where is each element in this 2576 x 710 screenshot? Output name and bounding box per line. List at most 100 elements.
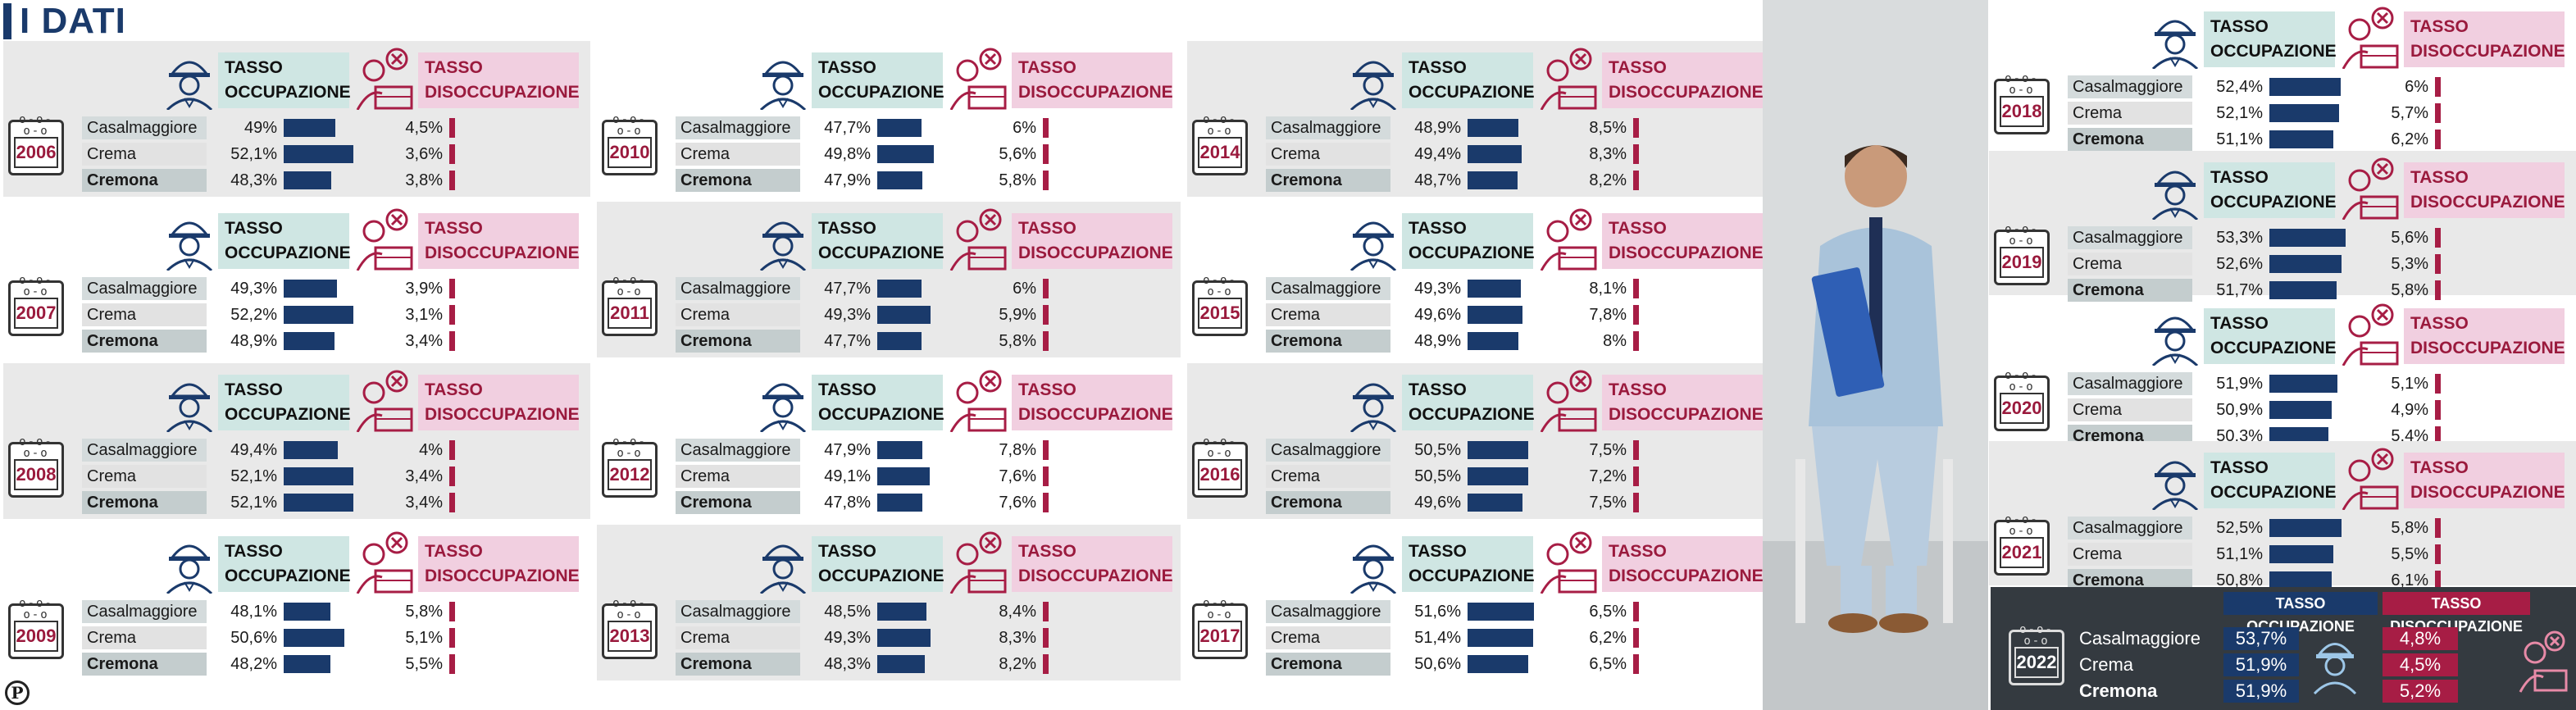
occupazione-bar <box>1468 306 1522 324</box>
worker-helmet-icon <box>161 49 218 114</box>
disoccupazione-value: 4,9% <box>2391 401 2428 419</box>
disoccupazione-bar <box>2435 374 2441 394</box>
year-panel-2017: TASSO OCCUPAZIONE TASSO DISOCCUPAZIONE o-o-o… <box>1187 525 1771 680</box>
dis-header-line1: TASSO <box>1018 380 1076 399</box>
city-label: Cremona <box>82 653 207 676</box>
city-label: Casalmaggiore <box>2068 517 2192 539</box>
unemployed-cross-icon <box>948 46 1012 114</box>
calendar-icon: o-o-o-o 2009 <box>8 598 64 659</box>
city-row: Cremona 50,6% 6,5% <box>1266 653 1758 676</box>
disoccupazione-value: 5,1% <box>2391 375 2428 393</box>
disoccupazione-bar <box>449 171 455 190</box>
city-row: Crema 52,2% 3,1% <box>82 303 574 326</box>
occupazione-value: 49,3% <box>824 629 871 647</box>
occ-header-line1: TASSO <box>2210 17 2269 36</box>
disoccupazione-value: 7,6% <box>999 494 1036 512</box>
occupazione-value: 52,6% <box>2216 255 2263 273</box>
dis-header-line2: DISOCCUPAZIONE <box>1018 567 1173 585</box>
disoccupazione-value: 5,5% <box>2391 545 2428 563</box>
occupazione-bar <box>1468 494 1522 512</box>
occupazione-value: 52,1% <box>230 145 277 163</box>
disoccupazione-bar <box>449 440 455 460</box>
disoccupazione-value: 5,8% <box>405 603 443 621</box>
occupazione-value: 50,6% <box>230 629 277 647</box>
city-row: Cremona 47,8% 7,6% <box>676 491 1167 514</box>
worker-helmet-icon <box>161 533 218 598</box>
final-disoccupazione-value: 4,8% <box>2383 627 2458 650</box>
city-label: Cremona <box>82 169 207 192</box>
city-label: Casalmaggiore <box>676 600 800 623</box>
unemployed-cross-icon <box>1538 530 1602 598</box>
occupazione-value: 52,2% <box>230 306 277 324</box>
occupazione-bar <box>2269 519 2342 537</box>
city-label: Crema <box>1266 303 1390 326</box>
occupazione-value: 50,6% <box>1414 655 1461 673</box>
city-row: Cremona 48,9% 3,4% <box>82 330 574 353</box>
city-label: Crema <box>676 465 800 488</box>
dis-header-line1: TASSO <box>1609 219 1667 238</box>
calendar-icon: o-o-o-o 2016 <box>1192 436 1248 498</box>
unemployed-cross-icon <box>1538 368 1602 436</box>
year-panel-2018: TASSO OCCUPAZIONE TASSO DISOCCUPAZIONE o-o-o… <box>1989 0 2576 151</box>
worker-helmet-icon <box>754 533 812 598</box>
disoccupazione-bar <box>1043 440 1049 460</box>
occupazione-bar <box>284 332 335 350</box>
occupazione-bar <box>284 467 353 485</box>
disoccupazione-bar <box>1633 440 1639 460</box>
city-label: Crema <box>2068 253 2192 275</box>
city-label: Casalmaggiore <box>82 116 207 139</box>
disoccupazione-value: 7,8% <box>1589 306 1627 324</box>
city-label: Crema <box>2068 102 2192 125</box>
city-label: Cremona <box>676 653 800 676</box>
disoccupazione-header: TASSO DISOCCUPAZIONE <box>1012 52 1173 108</box>
occupazione-value: 49% <box>243 119 277 137</box>
year-label: 2013 <box>608 621 652 652</box>
final-city-label: Crema <box>2079 654 2134 675</box>
occupazione-value: 47,7% <box>824 119 871 137</box>
disoccupazione-bar <box>1043 305 1049 325</box>
unemployed-cross-icon <box>948 207 1012 275</box>
disoccupazione-value: 6% <box>1013 280 1036 298</box>
unemployed-cross-icon <box>2340 5 2404 73</box>
calendar-icon: o-o-o-o 2017 <box>1192 598 1248 659</box>
city-row: Cremona 51,7% 5,8% <box>2068 279 2560 302</box>
disoccupazione-value: 3,4% <box>405 332 443 350</box>
disoccupazione-value: 8,1% <box>1589 280 1627 298</box>
occupazione-bar <box>2269 104 2339 122</box>
disoccupazione-bar <box>2435 544 2441 564</box>
disoccupazione-header: TASSO DISOCCUPAZIONE <box>1602 375 1764 430</box>
disoccupazione-header: TASSO DISOCCUPAZIONE <box>1602 52 1764 108</box>
city-label: Crema <box>676 143 800 166</box>
city-label: Crema <box>1266 465 1390 488</box>
disoccupazione-value: 8,5% <box>1589 119 1627 137</box>
calendar-icon: o-o-o-o 2021 <box>1994 514 2050 576</box>
occ-header-line1: TASSO <box>225 219 283 238</box>
dis-header-line1: TASSO <box>1609 380 1667 399</box>
year-panel-2011: TASSO OCCUPAZIONE TASSO DISOCCUPAZIONE o-o-o… <box>597 202 1181 357</box>
year-label: 2009 <box>14 621 58 652</box>
disoccupazione-value: 6% <box>2405 78 2428 96</box>
disoccupazione-value: 7,5% <box>1589 441 1627 459</box>
city-row: Cremona 51,1% 6,2% <box>2068 128 2560 151</box>
occupazione-header: TASSO OCCUPAZIONE <box>2204 11 2337 67</box>
worker-helmet-icon <box>161 210 218 275</box>
occupazione-value: 47,8% <box>824 494 871 512</box>
disoccupazione-bar <box>1633 171 1639 190</box>
disoccupazione-bar <box>1043 602 1049 621</box>
year-label: 2008 <box>14 459 58 490</box>
dis-header-line1: TASSO <box>2410 314 2469 333</box>
occupazione-value: 48,9% <box>230 332 277 350</box>
year-label: 2015 <box>1198 298 1242 329</box>
occupazione-value: 52,4% <box>2216 78 2263 96</box>
occupazione-value: 51,4% <box>1414 629 1461 647</box>
occupazione-bar <box>2269 571 2332 589</box>
occ-header-line2: OCCUPAZIONE <box>225 243 351 262</box>
disoccupazione-bar <box>2435 254 2441 274</box>
occupazione-value: 47,9% <box>824 171 871 189</box>
unemployed-cross-icon <box>948 530 1012 598</box>
city-label: Casalmaggiore <box>82 277 207 300</box>
occupazione-value: 51,9% <box>2216 375 2263 393</box>
dis-header-line1: TASSO <box>425 58 483 77</box>
occupazione-bar <box>284 171 331 189</box>
unemployed-cross-icon <box>354 46 418 114</box>
